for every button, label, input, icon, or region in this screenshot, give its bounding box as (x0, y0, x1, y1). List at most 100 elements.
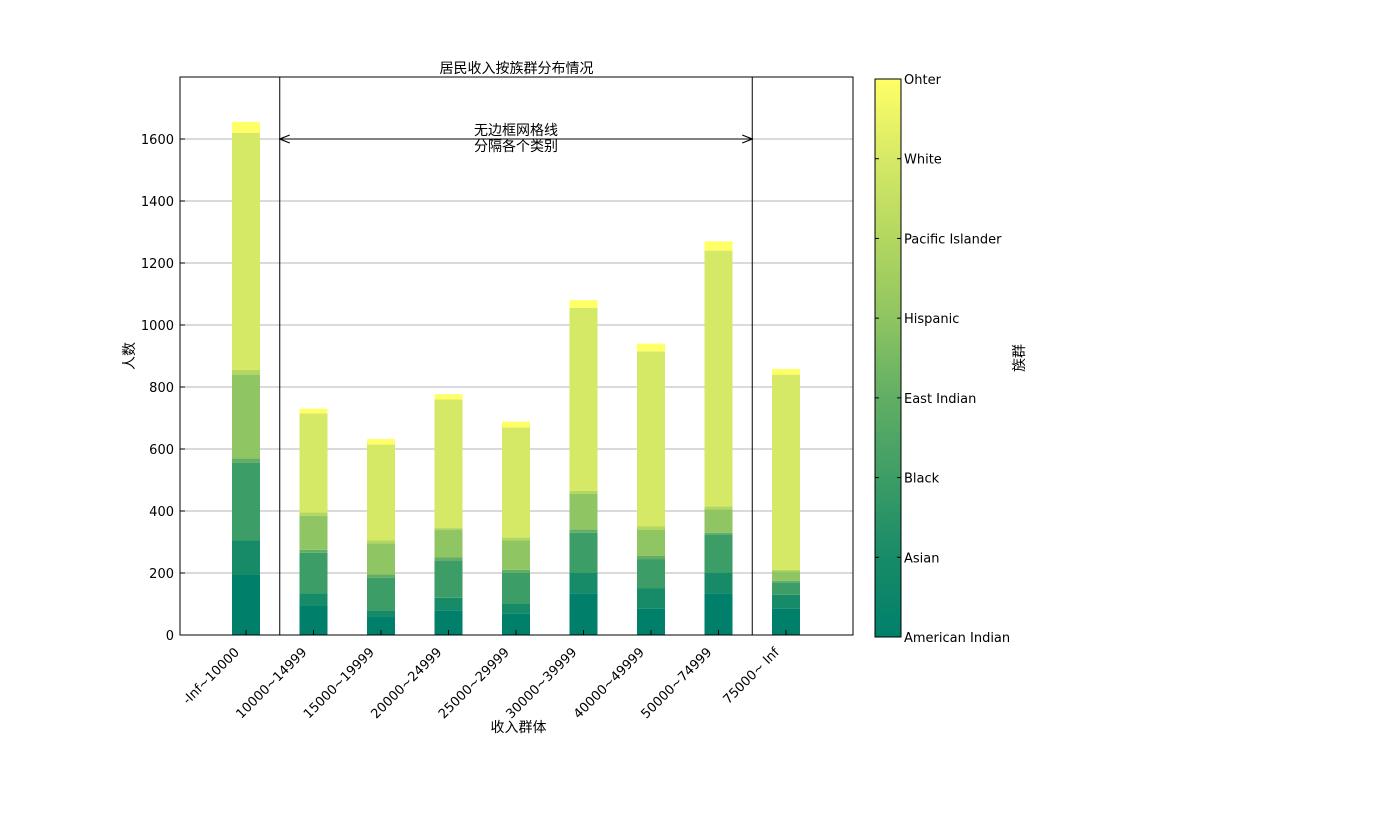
x-tick-label: 75000~ Inf (721, 645, 784, 708)
bar-segment (502, 573, 530, 604)
bar-segment (704, 593, 733, 635)
bar-segment (704, 532, 733, 535)
x-tick-label: 25000~29999 (436, 645, 513, 722)
bar-segment (772, 571, 800, 581)
bar-segment (232, 132, 260, 370)
bar-segment (367, 617, 395, 635)
bar-segment (232, 462, 260, 541)
bar-segment (502, 569, 530, 573)
colorbar-tick-label: Hispanic (904, 312, 959, 327)
bar-segment (232, 458, 260, 463)
x-axis-label: 收入群体 (491, 720, 547, 736)
y-tick-label: 200 (149, 567, 174, 582)
bar-segment (232, 369, 260, 375)
x-tick-label: 20000~24999 (369, 645, 446, 722)
bar-segment (232, 540, 260, 575)
colorbar-tick-label: White (904, 153, 942, 168)
bar-segment (434, 528, 463, 530)
bar-segment (367, 543, 395, 575)
bar-segment (637, 555, 665, 560)
colorbar-tick-label: American Indian (904, 631, 1010, 646)
bar-segment (502, 421, 530, 428)
y-tick-label: 0 (166, 629, 174, 644)
colorbar-tick-label: Ohter (904, 73, 942, 88)
bar-segment (569, 490, 598, 494)
bar-segment (637, 343, 665, 352)
y-tick-label: 400 (149, 505, 174, 520)
y-axis-ticks: 0 200 400 600 800 1000 1200 1400 1600 (141, 133, 185, 644)
bar-segment (434, 597, 463, 611)
bar-segment (772, 594, 800, 609)
bar-segment (232, 574, 260, 635)
bar-segment (434, 557, 463, 561)
bar-segment (772, 369, 800, 375)
x-tick-label: 40000~49999 (571, 645, 648, 722)
bar-segment (704, 534, 733, 573)
bar-segment (502, 540, 530, 570)
bar-segment (232, 121, 260, 133)
bar-segment (299, 515, 328, 550)
colorbar-label: 族群 (1012, 344, 1028, 372)
y-tick-label: 1200 (141, 257, 174, 272)
bar-segment (434, 399, 463, 529)
bar-segment (772, 374, 800, 570)
bar-segment (704, 250, 733, 507)
bar-segment (367, 574, 395, 578)
annotation: 无边框网格线 分隔各个类别 (280, 123, 753, 155)
y-tick-label: 800 (149, 381, 174, 396)
annotation-line-1: 无边框网格线 (474, 123, 558, 139)
x-tick-label: 10000~14999 (234, 645, 311, 722)
x-tick-label: 30000~39999 (504, 645, 581, 722)
bar-segment (569, 307, 598, 491)
bar-segment (299, 408, 328, 414)
bar-segment (434, 529, 463, 558)
bar-segment (704, 509, 733, 533)
bar-segment (299, 413, 328, 513)
bar-segment (299, 512, 328, 516)
bar-segment (637, 351, 665, 527)
colorbar-tick-label: Pacific Islander (904, 232, 1002, 247)
bar-segment (367, 540, 395, 544)
bar-segment (569, 300, 598, 308)
bar-segment (367, 577, 395, 611)
y-tick-label: 1400 (141, 195, 174, 210)
bar-segment (772, 580, 800, 583)
category-separators (279, 77, 753, 635)
colorbar: American Indian Asian Black East Indian Hisp… (874, 73, 1028, 646)
x-axis-ticks: -Inf~1000010000~1499915000~1999920000~24… (180, 630, 787, 722)
chart-title: 居民收入按族群分布情况 (440, 61, 594, 77)
bar-segment (772, 569, 800, 572)
bar-segment (704, 573, 733, 594)
bar-segment (637, 559, 665, 589)
bar-segment (299, 593, 328, 606)
colorbar-ticks: American Indian Asian Black East Indian Hisp… (875, 73, 1010, 646)
colorbar-scale (874, 78, 902, 638)
bar-segment (367, 610, 395, 618)
bar-segment (569, 532, 598, 573)
y-tick-label: 1600 (141, 133, 174, 148)
y-axis-label: 人数 (122, 342, 138, 370)
y-tick-label: 600 (149, 443, 174, 458)
bar-segment (502, 613, 530, 635)
bar-segment (434, 394, 463, 400)
bar-segment (569, 493, 598, 530)
bar-segment (637, 529, 665, 556)
bar-segment (502, 604, 530, 614)
y-tick-label: 1000 (141, 319, 174, 334)
bar-segment (367, 439, 395, 445)
colorbar-tick-label: East Indian (904, 392, 976, 407)
bar-segment (569, 593, 598, 635)
x-tick-label: -Inf~10000 (180, 645, 243, 708)
bar-segment (569, 529, 598, 533)
bar-segment (502, 427, 530, 538)
colorbar-tick-label: Asian (904, 551, 939, 566)
annotation-line-2: 分隔各个类别 (474, 139, 558, 155)
bar-segment (637, 588, 665, 609)
bar-segment (569, 573, 598, 594)
bar-segment (704, 241, 733, 251)
bar-segment (367, 444, 395, 541)
bar-segment (299, 549, 328, 553)
x-tick-label: 50000~74999 (639, 645, 716, 722)
bar-segment (502, 537, 530, 541)
